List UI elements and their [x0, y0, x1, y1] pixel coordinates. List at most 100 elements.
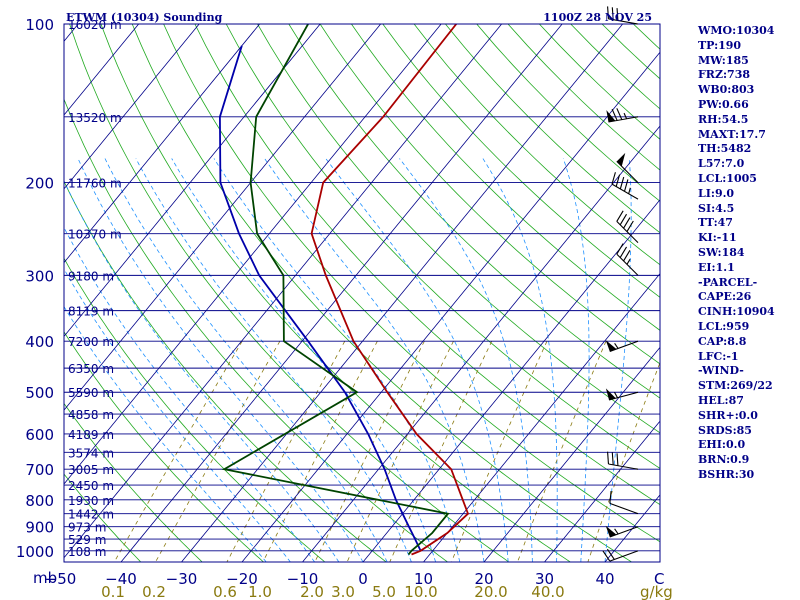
wind-barb	[605, 525, 639, 538]
wind-barb-pennant	[605, 340, 617, 352]
mixing-ratio-line	[314, 341, 425, 562]
wind-barb	[616, 152, 639, 183]
isotherm-line	[120, 24, 563, 562]
height-level-label: 3005 m	[68, 463, 114, 477]
moist-adiabat-line	[562, 158, 590, 562]
sounding-title: ETWM (10304) Sounding	[66, 11, 223, 24]
wind-barb-flag	[616, 108, 623, 120]
mixing-ratio-label: 3.0	[331, 583, 355, 600]
index-item: TH:5482	[698, 142, 752, 156]
wind-barb-flag	[611, 108, 618, 121]
index-item: HEL:87	[698, 393, 744, 407]
wind-barb-half-flag	[623, 112, 628, 120]
height-level-label: 6350 m	[68, 362, 114, 376]
wind-barb	[605, 388, 639, 401]
wind-barb-half-flag	[614, 392, 619, 398]
isotherm-line	[483, 346, 660, 562]
wind-barb-flag	[607, 6, 610, 19]
wind-barb-staff	[616, 253, 639, 276]
dry-adiabat-line	[225, 24, 660, 469]
dry-adiabat-line	[64, 98, 449, 562]
wind-barb	[605, 340, 639, 352]
index-item: LCL:1005	[698, 171, 757, 185]
mixing-ratio-label: 0.2	[142, 583, 166, 600]
index-item: CINH:10904	[698, 305, 775, 319]
wind-barb-flag	[619, 176, 625, 190]
wind-barb-flag	[616, 453, 619, 466]
wind-barb-flag	[619, 213, 628, 226]
wind-barb-staff	[609, 502, 639, 515]
wind-barb	[607, 6, 639, 25]
mixing-ratio-line	[226, 341, 346, 562]
index-item: WMO:10304	[698, 24, 775, 37]
plot-frame	[63, 23, 661, 563]
mixing-ratio-line	[587, 361, 660, 562]
index-item: KI:-11	[698, 231, 737, 245]
dewpoint-profile-line	[221, 24, 450, 556]
dry-adiabat-line	[69, 24, 510, 562]
index-item: BRN:0.9	[698, 453, 750, 467]
dry-adiabat-line	[163, 24, 660, 543]
wind-barb-staff	[616, 160, 639, 183]
dry-adiabat-line	[319, 24, 660, 365]
pressure-tick-label: 100	[25, 16, 54, 34]
height-level-label: 8119 m	[68, 305, 114, 319]
moist-adiabat-line	[64, 305, 267, 562]
wind-barb-flag	[623, 179, 629, 192]
wind-barb-staff	[616, 221, 639, 244]
index-item: LFC:-1	[698, 349, 739, 363]
temperature-tick-label: −30	[166, 570, 198, 588]
wind-barb-staff	[608, 463, 639, 470]
moist-adiabat-line	[264, 158, 485, 562]
index-item: FRZ:738	[698, 68, 751, 82]
pressure-tick-label: 300	[25, 267, 54, 285]
dry-adiabat-line	[194, 24, 660, 506]
dry-adiabat-line	[131, 24, 633, 562]
sounding-time: 1100Z 28 NOV 25	[543, 11, 652, 24]
moist-adiabat-line	[77, 158, 364, 562]
height-level-label: 13520 m	[68, 111, 122, 125]
mixing-ratio-line	[262, 341, 378, 562]
mixing-ratio-label: 2.0	[300, 583, 324, 600]
wind-barb-staff	[611, 183, 639, 200]
mixing-ratio-line	[155, 340, 281, 562]
index-item: SI:4.5	[698, 201, 735, 215]
isotherm-line	[241, 51, 660, 562]
wind-barb-flag	[616, 210, 624, 222]
mixing-ratio-line	[113, 340, 243, 562]
wind-barb	[609, 491, 639, 515]
index-item: SHR+:0.0	[698, 408, 758, 422]
pressure-tick-label: 500	[25, 384, 54, 402]
temperature-tick-label: 10	[414, 570, 433, 588]
dry-adiabat-line	[288, 24, 660, 399]
mixing-ratio-label: 5.0	[372, 583, 396, 600]
wind-barb	[602, 548, 639, 562]
wind-barb	[606, 108, 639, 123]
temperature-tick-label: 0	[358, 570, 368, 588]
dry-adiabat-line	[64, 402, 203, 562]
moist-adiabat-line	[171, 158, 436, 562]
dry-adiabat-line	[382, 24, 660, 298]
index-item: STM:269/22	[698, 379, 773, 393]
height-level-label: 11760 m	[68, 177, 122, 191]
temperature-tick-label: −20	[226, 570, 258, 588]
index-item: TP:190	[698, 38, 742, 52]
isotherm-line	[64, 24, 381, 411]
mixing-ratio-label: 0.1	[101, 583, 125, 600]
index-item: WB0:803	[698, 83, 755, 97]
height-level-label: 5590 m	[68, 386, 114, 400]
wind-barb-flag	[611, 172, 616, 185]
isotherm-line	[362, 199, 660, 562]
dry-adiabat-line	[100, 24, 572, 562]
height-level-label: 4189 m	[68, 428, 114, 442]
wind-barb-flag	[626, 220, 634, 232]
height-level-label: 2450 m	[68, 479, 114, 493]
mixing-ratio-label: 10.0	[404, 583, 437, 600]
wind-barb-pennant	[605, 525, 617, 537]
wind-barbs	[602, 6, 639, 562]
wind-barb-staff	[609, 550, 639, 562]
height-level-label: 9180 m	[68, 269, 114, 283]
wind-barb-half-flag	[628, 187, 631, 194]
